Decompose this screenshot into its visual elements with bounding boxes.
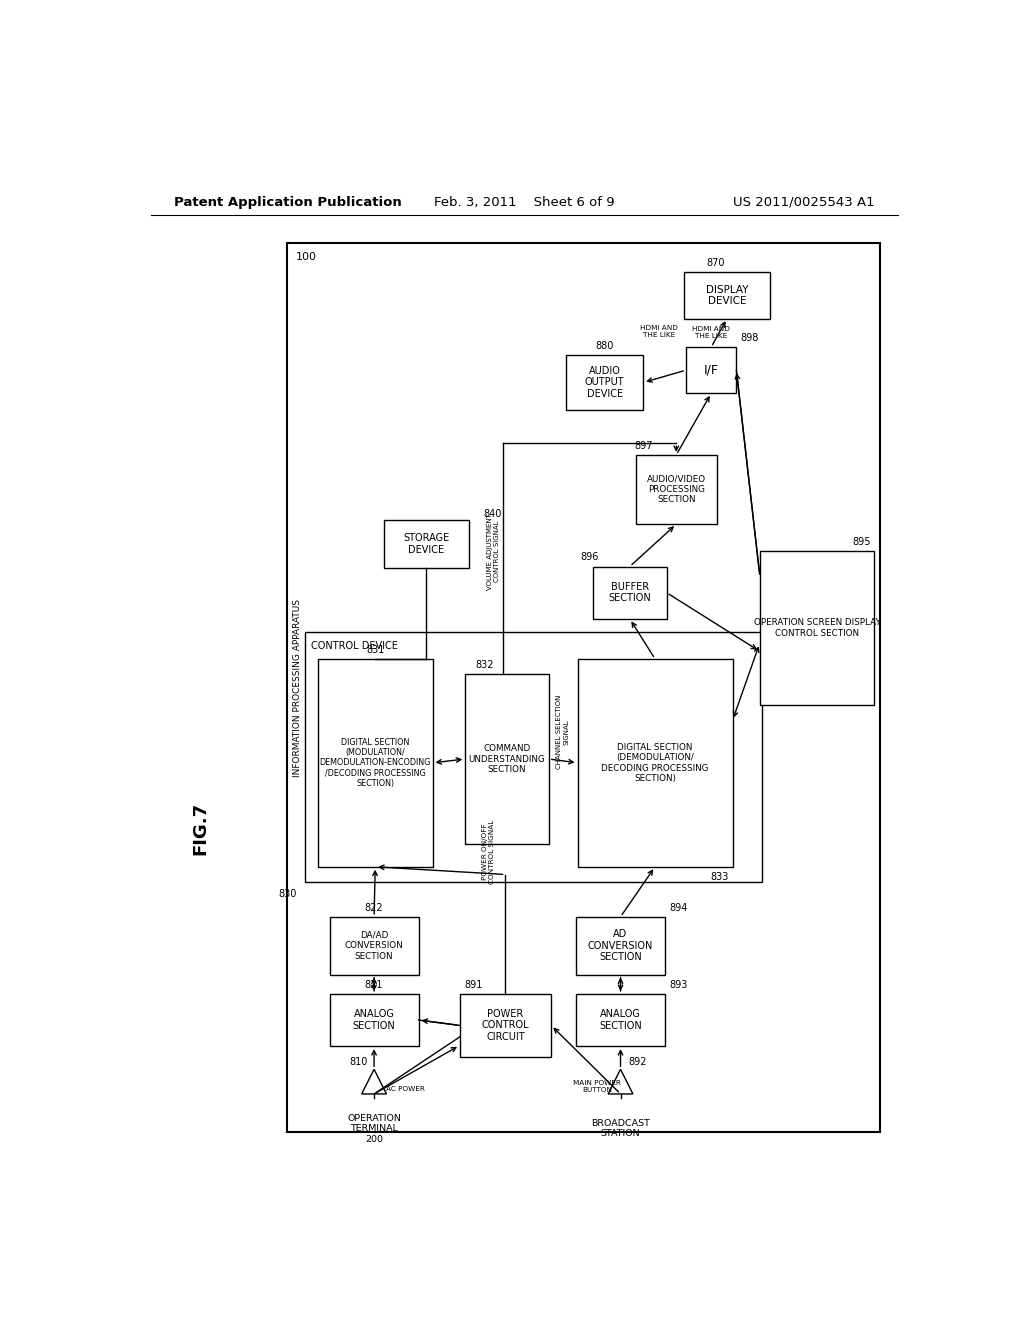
Text: STORAGE
DEVICE: STORAGE DEVICE xyxy=(403,533,450,554)
Text: 840: 840 xyxy=(483,510,502,519)
Text: POWER ON/OFF
CONTROL SIGNAL: POWER ON/OFF CONTROL SIGNAL xyxy=(482,820,495,883)
Bar xyxy=(317,659,432,867)
Text: 896: 896 xyxy=(580,552,598,562)
Bar xyxy=(330,917,419,974)
Text: AC POWER: AC POWER xyxy=(386,1085,425,1092)
Bar xyxy=(330,994,419,1047)
Text: 880: 880 xyxy=(595,341,613,351)
Text: 810: 810 xyxy=(349,1056,368,1067)
Text: 870: 870 xyxy=(707,259,725,268)
Text: OPERATION SCREEN DISPLAY
CONTROL SECTION: OPERATION SCREEN DISPLAY CONTROL SECTION xyxy=(754,618,881,638)
Text: CHANNEL SELECTION
SIGNAL: CHANNEL SELECTION SIGNAL xyxy=(556,694,569,770)
Text: 891: 891 xyxy=(465,979,483,990)
Text: ANALOG
SECTION: ANALOG SECTION xyxy=(599,1010,642,1031)
Text: 833: 833 xyxy=(711,871,729,882)
Bar xyxy=(578,659,732,867)
Text: 897: 897 xyxy=(634,441,652,450)
Text: 830: 830 xyxy=(279,888,297,899)
Bar xyxy=(460,994,551,1057)
Bar xyxy=(686,347,736,393)
Text: COMMAND
UNDERSTANDING
SECTION: COMMAND UNDERSTANDING SECTION xyxy=(469,744,546,774)
Text: 895: 895 xyxy=(853,537,871,546)
Text: DISPLAY
DEVICE: DISPLAY DEVICE xyxy=(706,285,749,306)
Text: 821: 821 xyxy=(365,979,383,990)
Text: Patent Application Publication: Patent Application Publication xyxy=(174,195,402,209)
Text: DA/AD
CONVERSION
SECTION: DA/AD CONVERSION SECTION xyxy=(345,931,403,961)
Text: DIGITAL SECTION
(MODULATION/
DEMODULATION-ENCODING
/DECODING PROCESSING
SECTION): DIGITAL SECTION (MODULATION/ DEMODULATIO… xyxy=(319,738,431,788)
Text: US 2011/0025543 A1: US 2011/0025543 A1 xyxy=(733,195,876,209)
Text: HDMI AND
THE LIKE: HDMI AND THE LIKE xyxy=(692,326,730,339)
Text: VOLUME ADJUSTMENT
CONTROL SIGNAL: VOLUME ADJUSTMENT CONTROL SIGNAL xyxy=(486,512,500,590)
Bar xyxy=(305,632,762,882)
Text: 898: 898 xyxy=(740,333,759,343)
Bar xyxy=(636,455,717,524)
Bar xyxy=(684,272,770,318)
Bar xyxy=(575,917,665,974)
Bar xyxy=(575,994,665,1047)
Text: I/F: I/F xyxy=(703,363,719,376)
Bar xyxy=(287,243,880,1133)
Text: BROADCAST
STATION: BROADCAST STATION xyxy=(591,1119,650,1138)
Text: OPERATION
TERMINAL
200: OPERATION TERMINAL 200 xyxy=(347,1114,401,1143)
Text: BUFFER
SECTION: BUFFER SECTION xyxy=(608,582,651,603)
Text: MAIN POWER
BUTTON: MAIN POWER BUTTON xyxy=(573,1080,622,1093)
Bar xyxy=(593,566,667,619)
Text: 892: 892 xyxy=(629,1056,647,1067)
Text: ANALOG
SECTION: ANALOG SECTION xyxy=(352,1010,395,1031)
Bar xyxy=(760,552,874,705)
Text: FIG.7: FIG.7 xyxy=(191,801,209,855)
Text: 893: 893 xyxy=(669,979,687,990)
Text: 100: 100 xyxy=(296,252,317,263)
Text: 894: 894 xyxy=(669,903,687,912)
Bar xyxy=(566,355,643,411)
Text: AUDIO
OUTPUT
DEVICE: AUDIO OUTPUT DEVICE xyxy=(585,366,625,399)
Text: DIGITAL SECTION
(DEMODULATION/
DECODING PROCESSING
SECTION): DIGITAL SECTION (DEMODULATION/ DECODING … xyxy=(601,743,709,783)
Text: HDMI AND
THE LIKE: HDMI AND THE LIKE xyxy=(640,325,678,338)
Text: 822: 822 xyxy=(365,903,383,912)
Text: AUDIO/VIDEO
PROCESSING
SECTION: AUDIO/VIDEO PROCESSING SECTION xyxy=(647,475,706,504)
Text: AD
CONVERSION
SECTION: AD CONVERSION SECTION xyxy=(588,929,653,962)
Text: Feb. 3, 2011    Sheet 6 of 9: Feb. 3, 2011 Sheet 6 of 9 xyxy=(434,195,615,209)
Text: CONTROL DEVICE: CONTROL DEVICE xyxy=(311,642,397,651)
Text: 832: 832 xyxy=(475,660,494,671)
Bar xyxy=(384,520,469,568)
Bar xyxy=(465,675,549,843)
Text: POWER
CONTROL
CIRCUIT: POWER CONTROL CIRCUIT xyxy=(481,1008,529,1041)
Text: 831: 831 xyxy=(366,644,384,655)
Text: INFORMATION PROCESSING APPARATUS: INFORMATION PROCESSING APPARATUS xyxy=(293,599,302,776)
